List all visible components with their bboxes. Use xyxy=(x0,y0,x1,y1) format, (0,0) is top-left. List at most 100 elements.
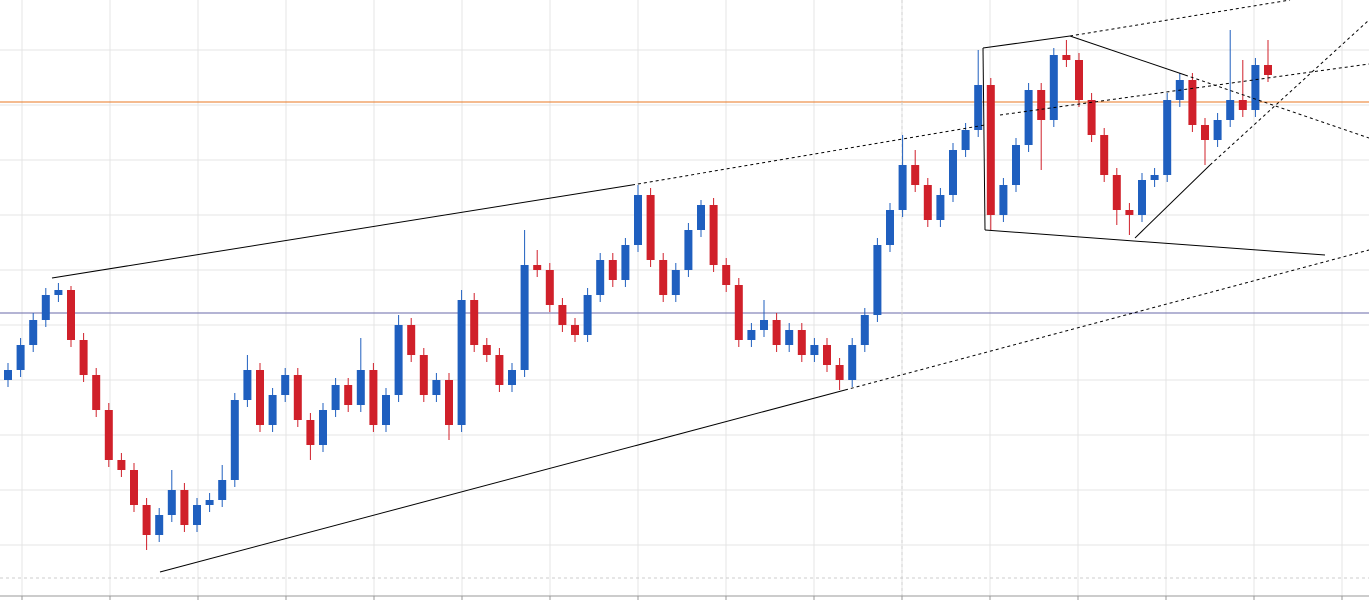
candle-body xyxy=(709,205,718,265)
candle-body xyxy=(1138,180,1146,215)
candle-body xyxy=(319,410,327,445)
candle-body xyxy=(256,370,264,425)
candle-body xyxy=(621,245,630,280)
candle-body xyxy=(268,395,277,425)
candle-body xyxy=(495,355,504,385)
candle-body xyxy=(117,460,126,470)
candle-body xyxy=(646,195,655,260)
candle-body xyxy=(344,385,353,405)
candle-body xyxy=(545,270,554,305)
candle-body xyxy=(923,185,932,220)
trendline xyxy=(982,47,986,231)
candle-body xyxy=(293,375,302,420)
candle-body xyxy=(974,85,983,130)
candle-body xyxy=(356,370,365,405)
candle-body xyxy=(1024,90,1033,145)
trendline xyxy=(982,35,1071,49)
candle-body xyxy=(218,480,227,500)
candle-body xyxy=(457,300,466,425)
trendline xyxy=(1069,0,1291,37)
candle-body xyxy=(230,400,239,480)
candle-body xyxy=(734,285,743,340)
candle-body xyxy=(1075,60,1083,100)
candle-body xyxy=(911,165,920,185)
candle-body xyxy=(760,320,768,330)
candle-body xyxy=(1087,100,1096,135)
candle-body xyxy=(684,230,693,270)
candle-body xyxy=(1226,100,1235,120)
candle-body xyxy=(1049,55,1058,120)
trendline xyxy=(1209,19,1369,166)
candle-body xyxy=(1213,120,1222,140)
candle-body xyxy=(571,325,579,335)
candle-body xyxy=(659,260,668,295)
candle-body xyxy=(1150,175,1159,180)
candle-body xyxy=(1251,65,1260,110)
candle-body xyxy=(104,410,113,460)
candle-body xyxy=(835,365,844,380)
candle-body xyxy=(1062,55,1071,60)
candle-body xyxy=(860,315,869,345)
candle-body xyxy=(533,265,542,270)
trendline xyxy=(1134,164,1211,239)
candle-body xyxy=(41,295,50,320)
candle-body xyxy=(785,330,794,345)
trendline xyxy=(999,63,1369,116)
candle-body xyxy=(193,505,201,525)
trendlines xyxy=(51,0,1369,573)
candle-body xyxy=(986,85,995,215)
candle-body xyxy=(243,370,252,400)
candle-body xyxy=(1100,135,1109,175)
candle-body xyxy=(886,210,894,245)
candle-body xyxy=(445,380,453,425)
candle-body xyxy=(671,270,680,295)
trendline xyxy=(984,229,1326,256)
candle-body xyxy=(382,395,390,425)
candle-body xyxy=(608,260,617,280)
candle-body xyxy=(167,490,176,515)
candle-body xyxy=(155,515,164,535)
candle-body xyxy=(142,505,151,535)
candle-body xyxy=(823,345,831,365)
candle-body xyxy=(92,375,101,410)
candle-body xyxy=(634,195,642,245)
candle-body xyxy=(583,295,592,335)
candle-body xyxy=(331,385,340,410)
candle-body xyxy=(306,420,315,445)
candle-body xyxy=(1264,65,1272,75)
candle-body xyxy=(520,265,529,370)
candle-body xyxy=(4,370,12,380)
trendline xyxy=(159,389,846,573)
candle-body xyxy=(29,320,38,345)
candle-body xyxy=(949,150,957,195)
candle-body xyxy=(432,380,441,395)
candle-body xyxy=(16,345,25,370)
candle-body xyxy=(281,375,290,395)
candle-body xyxy=(407,325,416,355)
candle-body xyxy=(54,290,63,295)
trendline xyxy=(844,249,1369,391)
candle-body xyxy=(1201,125,1209,140)
candle-body xyxy=(1012,145,1020,185)
candle-body xyxy=(558,305,567,325)
candle-body xyxy=(1112,175,1121,210)
candle-body xyxy=(697,205,705,230)
candle-body xyxy=(394,325,403,395)
candle-body xyxy=(419,355,428,395)
candle-body xyxy=(961,130,970,150)
trendline xyxy=(1184,74,1369,139)
candle-body xyxy=(810,345,819,355)
candle-body xyxy=(873,245,882,315)
candle-body xyxy=(848,345,857,380)
trendline xyxy=(631,124,986,186)
trendline xyxy=(1069,35,1186,76)
candle-body xyxy=(67,290,75,340)
candle-body xyxy=(747,330,756,340)
candle-body xyxy=(936,195,945,220)
candle-body xyxy=(1163,100,1172,175)
candles xyxy=(4,30,1272,550)
candle-body xyxy=(596,260,605,295)
candle-body xyxy=(470,300,479,345)
